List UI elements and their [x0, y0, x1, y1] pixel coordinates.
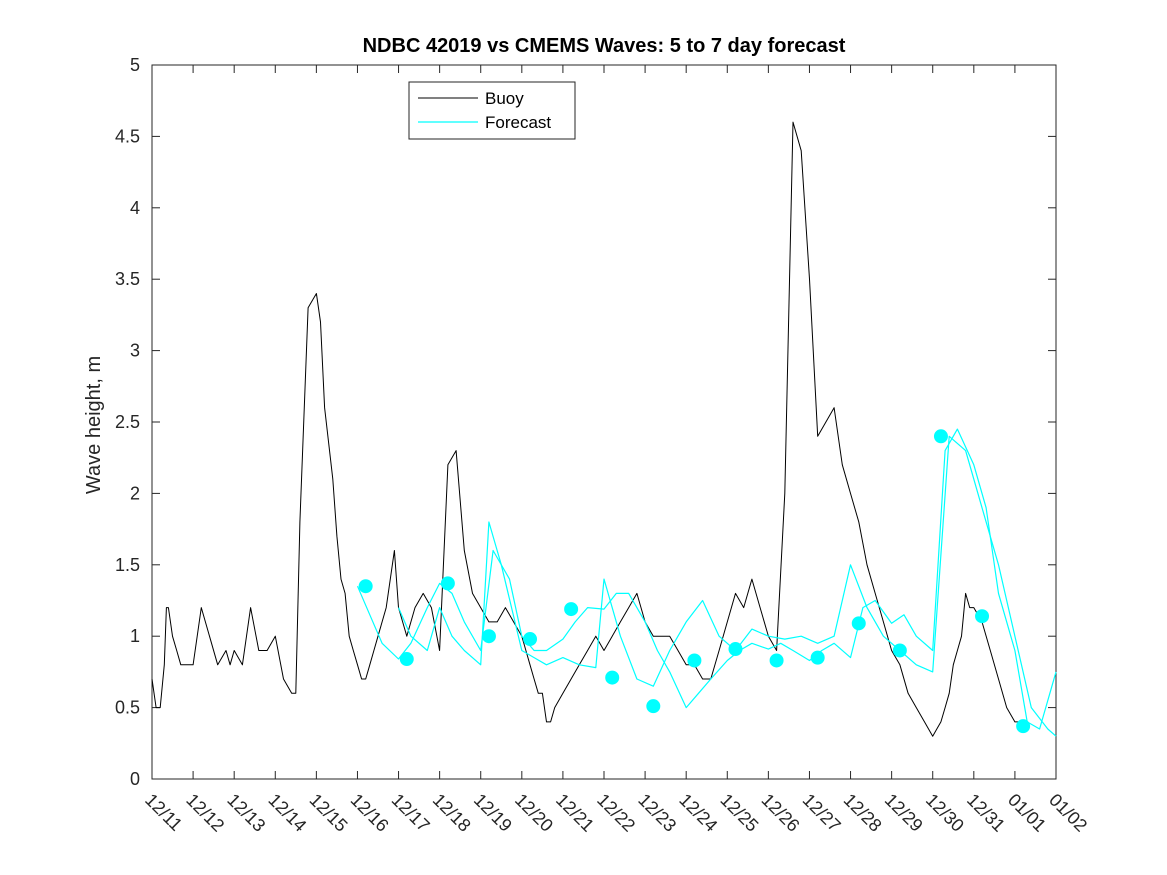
- marker-layer: [358, 429, 1031, 734]
- forecast-marker: [769, 653, 784, 668]
- y-tick-label: 4.5: [115, 126, 140, 146]
- y-tick-label: 3.5: [115, 269, 140, 289]
- axes-box: [151, 64, 1057, 780]
- y-tick-label: 2: [130, 483, 140, 503]
- y-tick-label: 5: [130, 55, 140, 75]
- forecast-marker: [646, 699, 661, 714]
- forecast-marker: [728, 642, 743, 657]
- forecast-marker: [358, 579, 373, 594]
- y-tick-label: 3: [130, 341, 140, 361]
- legend-forecast-label: Forecast: [485, 113, 551, 132]
- forecast-marker: [1016, 719, 1031, 734]
- forecast-marker: [399, 652, 414, 667]
- forecast-series-line-2: [397, 435, 1057, 737]
- y-tick-label: 1: [130, 626, 140, 646]
- forecast-marker: [892, 643, 907, 658]
- legend-buoy-label: Buoy: [485, 89, 524, 108]
- legend-box: [408, 81, 576, 140]
- forecast-series-line-1: [356, 428, 1057, 730]
- forecast-marker: [605, 670, 620, 685]
- forecast-marker: [523, 632, 538, 647]
- y-tick-label: 2.5: [115, 412, 140, 432]
- plot-area: [151, 64, 1057, 780]
- forecast-marker: [975, 609, 990, 624]
- forecast-marker: [564, 602, 579, 617]
- forecast-marker: [933, 429, 948, 444]
- forecast-marker: [440, 576, 455, 591]
- series-layer: [151, 121, 1057, 737]
- forecast-marker: [851, 616, 866, 631]
- y-tick-label: 4: [130, 198, 140, 218]
- y-tick-label: 1.5: [115, 555, 140, 575]
- forecast-marker: [481, 629, 496, 644]
- y-tick-label: 0.5: [115, 698, 140, 718]
- buoy-series-line: [151, 121, 1028, 737]
- y-axis-label: Wave height, m: [83, 356, 105, 494]
- forecast-marker: [810, 650, 825, 665]
- legend: Buoy Forecast: [408, 81, 576, 140]
- chart-title: NDBC 42019 vs CMEMS Waves: 5 to 7 day fo…: [363, 35, 846, 57]
- forecast-marker: [687, 653, 702, 668]
- y-tick-label: 0: [130, 769, 140, 789]
